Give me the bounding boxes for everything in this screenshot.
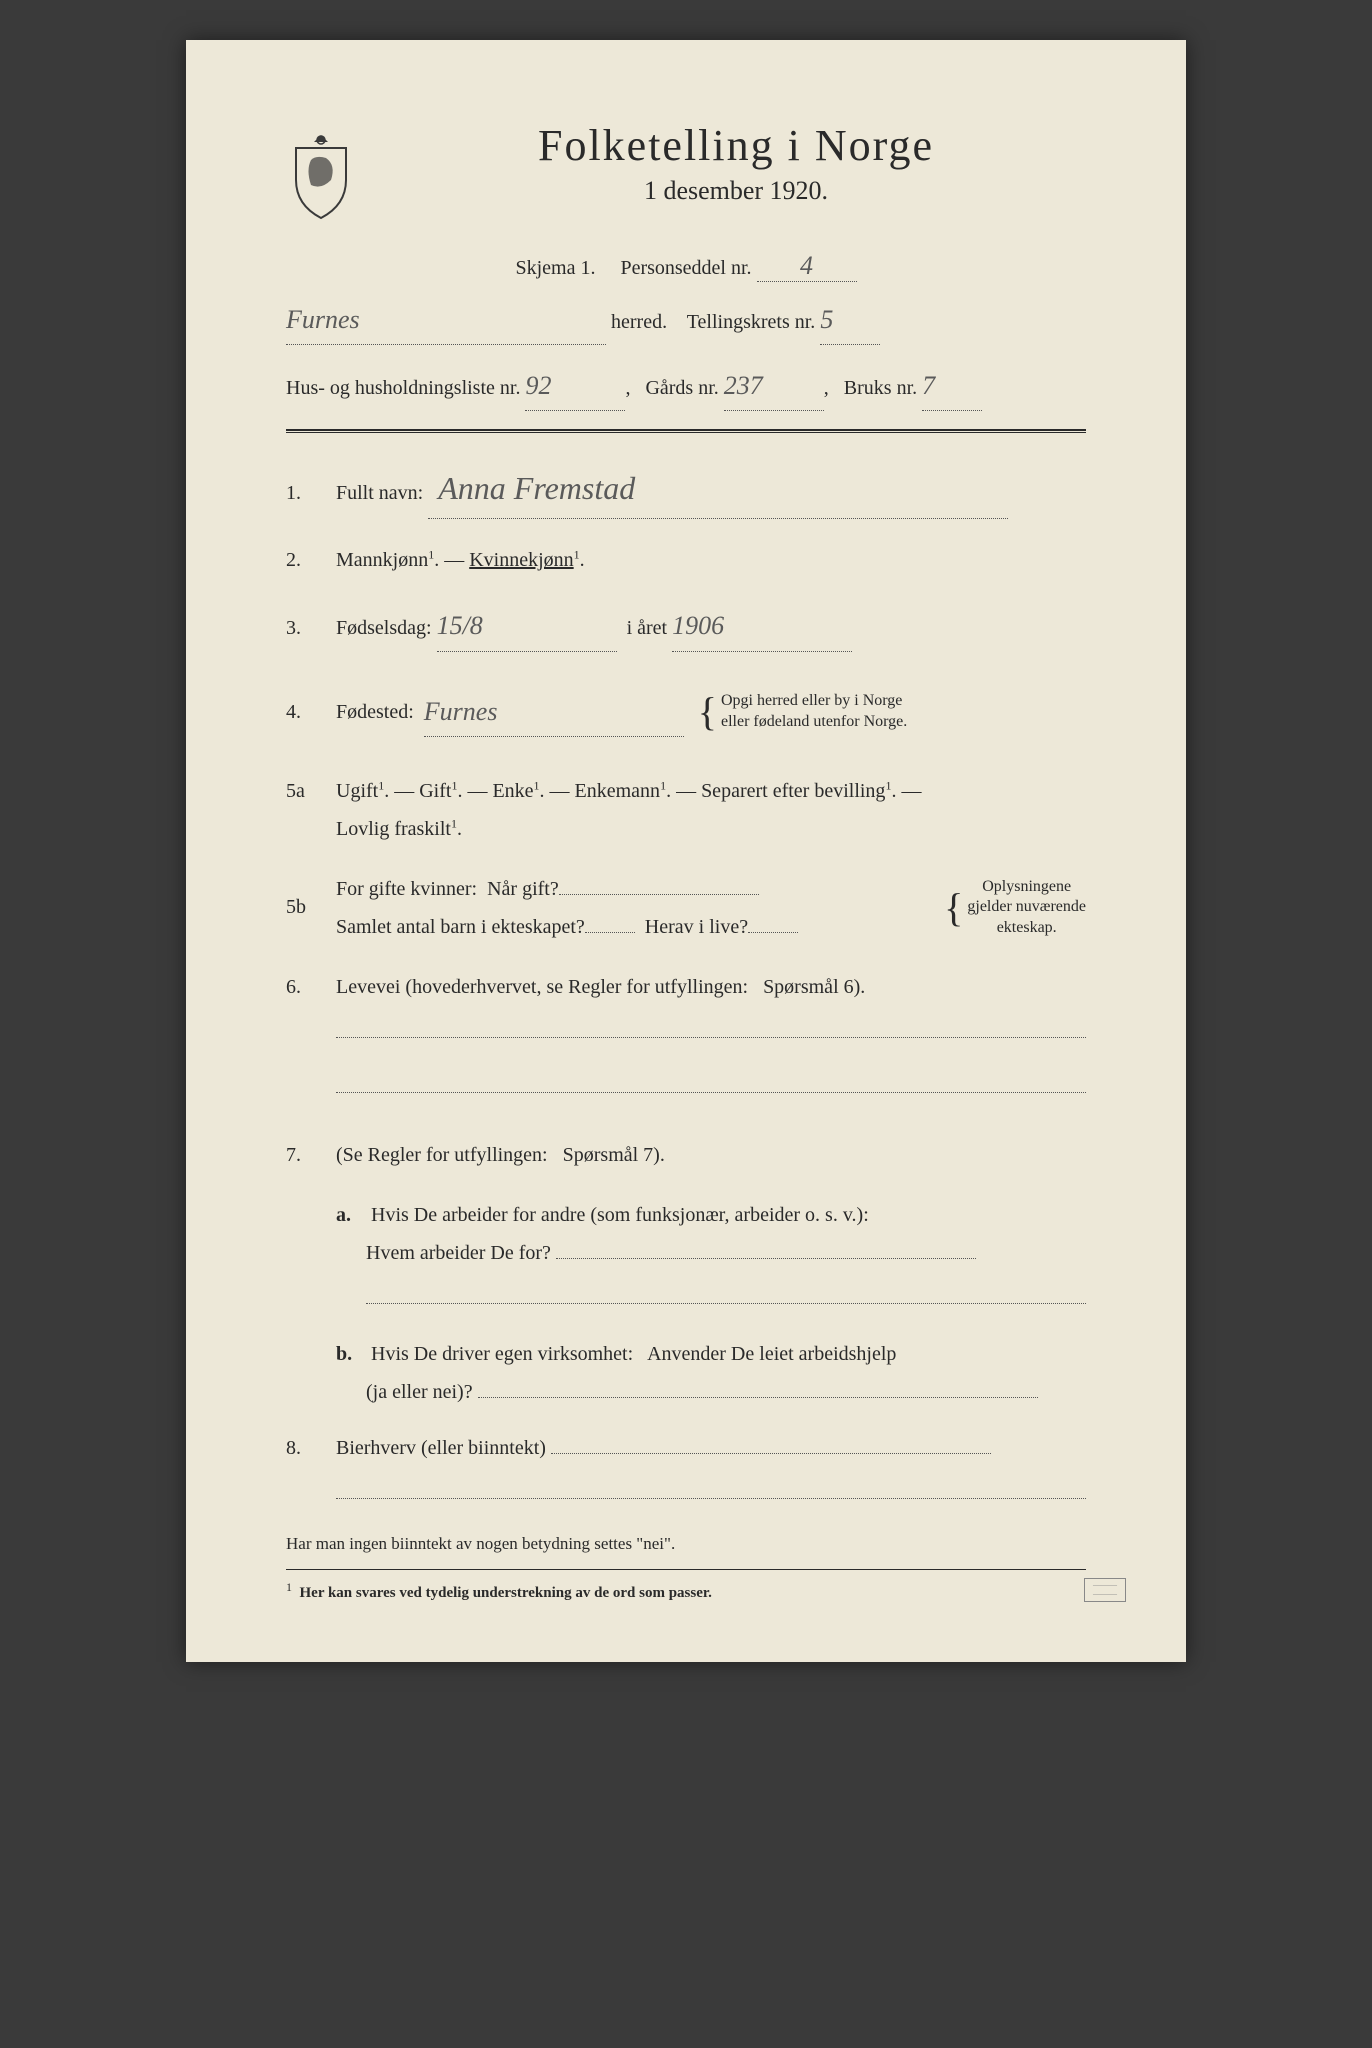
item-1-label: Fullt navn: [336, 482, 423, 504]
tellingskrets-nr: 5 [820, 305, 833, 334]
husliste-label: Hus- og husholdningsliste nr. [286, 377, 520, 399]
footer-note: Har man ingen biinntekt av nogen betydni… [286, 1534, 1086, 1554]
header: Folketelling i Norge 1 desember 1920. [286, 120, 1086, 231]
husliste-nr: 92 [525, 371, 551, 400]
bruks-label: Bruks nr. [844, 377, 917, 399]
item-3: 3. Fødselsdag: 15/8 i året 1906 [286, 601, 1086, 651]
herred-line: Furnes herred. Tellingskrets nr. 5 [286, 297, 1086, 345]
personseddel-label: Personseddel nr. [620, 257, 751, 279]
item-5a: 5a Ugift1. — Gift1. — Enke1. — Enkemann1… [286, 772, 1086, 848]
item-5a-num: 5a [286, 780, 336, 803]
item-8: 8. Bierhverv (eller biinntekt) [286, 1429, 1086, 1512]
item-1: 1. Fullt navn: Anna Fremstad [286, 458, 1086, 520]
item-5b: 5b For gifte kvinner: Når gift? Samlet a… [286, 870, 1086, 946]
item-3-num: 3. [286, 617, 336, 640]
item-6: 6. Levevei (hovederhvervet, se Regler fo… [286, 968, 1086, 1106]
item-5b-note: Oplysningene gjelder nuværende ekteskap. [967, 877, 1086, 939]
item-7a: a. Hvis De arbeider for andre (som funks… [336, 1196, 1086, 1317]
bruks-nr: 7 [922, 371, 935, 400]
item-7-num: 7. [286, 1144, 336, 1167]
item-3-label: Fødselsdag: [336, 617, 432, 639]
item-1-num: 1. [286, 482, 336, 505]
item-3-year: 1906 [672, 611, 724, 640]
printer-stamp: —————— [1084, 1578, 1126, 1602]
divider [286, 429, 1086, 433]
item-7: 7. (Se Regler for utfyllingen: Spørsmål … [286, 1136, 1086, 1174]
item-2-male: Mannkjønn [336, 549, 428, 571]
tellingskrets-label: Tellingskrets nr. [687, 311, 816, 333]
hus-line: Hus- og husholdningsliste nr. 92, Gårds … [286, 363, 1086, 411]
coat-of-arms-icon [286, 130, 356, 220]
item-1-value: Anna Fremstad [438, 470, 635, 506]
item-2-female: Kvinnekjønn [469, 549, 573, 571]
gards-nr: 237 [724, 371, 763, 400]
item-6-num: 6. [286, 976, 336, 999]
personseddel-nr: 4 [800, 251, 813, 280]
item-2: 2. Mannkjønn1. — Kvinnekjønn1. [286, 541, 1086, 579]
item-4-value: Furnes [424, 697, 498, 726]
herred-name: Furnes [286, 305, 360, 334]
skjema-line: Skjema 1. Personseddel nr. 4 [286, 251, 1086, 282]
item-2-num: 2. [286, 549, 336, 572]
item-3-year-label: i året [627, 617, 668, 639]
item-4: 4. Fødested: Furnes { Opgi herred eller … [286, 674, 1086, 750]
footnote: 1 Her kan svares ved tydelig understrekn… [286, 1569, 1086, 1602]
item-5b-num: 5b [286, 896, 336, 919]
item-3-day: 15/8 [437, 611, 483, 640]
census-form-page: Folketelling i Norge 1 desember 1920. Sk… [186, 40, 1186, 1662]
item-4-label: Fødested: [336, 693, 414, 731]
main-title: Folketelling i Norge [386, 120, 1086, 171]
herred-label: herred. [611, 311, 667, 333]
gards-label: Gårds nr. [645, 377, 718, 399]
title-block: Folketelling i Norge 1 desember 1920. [386, 120, 1086, 231]
skjema-label: Skjema 1. [515, 257, 595, 279]
item-8-num: 8. [286, 1437, 336, 1460]
item-4-num: 4. [286, 701, 336, 724]
item-7b: b. Hvis De driver egen virksomhet: Anven… [336, 1335, 1086, 1411]
item-4-note: Opgi herred eller by i Norge eller fødel… [721, 691, 907, 733]
subtitle: 1 desember 1920. [386, 176, 1086, 206]
